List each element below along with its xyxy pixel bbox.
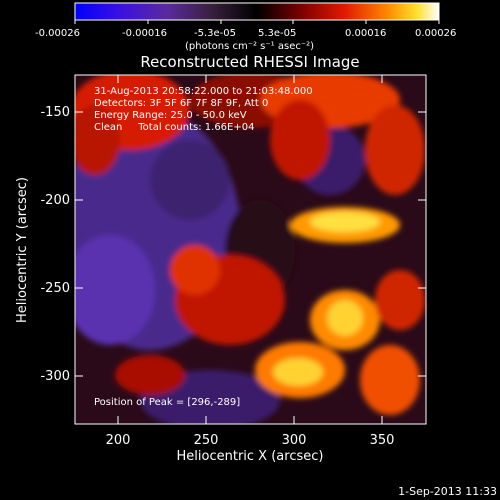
colorbar-tick-label: 5.3e-05 — [258, 28, 296, 39]
colorbar-tick-label: -0.00026 — [35, 28, 80, 39]
colorbar-unit-label: (photons cm⁻² s⁻¹ asec⁻²) — [185, 41, 314, 52]
solar-image — [75, 75, 426, 424]
colorbar-tick-label: 0.00026 — [415, 28, 456, 39]
colorbar-tick-label: -0.00016 — [122, 28, 167, 39]
axis-ticks — [75, 75, 426, 424]
info-method-counts: Clean Total counts: 1.66E+04 — [94, 122, 254, 133]
y-axis-label: Heliocentric Y (arcsec) — [15, 177, 30, 323]
x-tick-label: 200 — [106, 433, 131, 448]
footer-timestamp: 1-Sep-2013 11:33 — [398, 485, 497, 498]
x-axis-label: Heliocentric X (arcsec) — [177, 449, 324, 464]
colorbar: -0.00026 -0.00016 -5.3e-05 5.3e-05 0.000… — [35, 2, 456, 52]
info-peak-position: Position of Peak = [296,-289] — [94, 397, 240, 408]
x-tick-label: 350 — [370, 433, 395, 448]
info-detectors: Detectors: 3F 5F 6F 7F 8F 9F, Att 0 — [94, 98, 268, 109]
x-tick-label: 250 — [194, 433, 219, 448]
colorbar-tick-label: -5.3e-05 — [194, 28, 236, 39]
info-time-range: 31-Aug-2013 20:58:22.000 to 21:03:48.000 — [94, 86, 313, 97]
colorbar-gradient — [74, 2, 440, 21]
colorbar-ticks — [74, 20, 440, 24]
y-tick-label: -200 — [40, 193, 70, 208]
y-tick-label: -150 — [40, 105, 70, 120]
plot-frame — [74, 74, 427, 425]
info-energy-range: Energy Range: 25.0 - 50.0 keV — [94, 110, 247, 121]
colorbar-tick-label: 0.00016 — [345, 28, 386, 39]
plot-title: Reconstructed RHESSI Image — [140, 53, 359, 71]
y-tick-label: -250 — [40, 281, 70, 296]
y-tick-label: -300 — [40, 369, 70, 384]
x-tick-label: 300 — [282, 433, 307, 448]
